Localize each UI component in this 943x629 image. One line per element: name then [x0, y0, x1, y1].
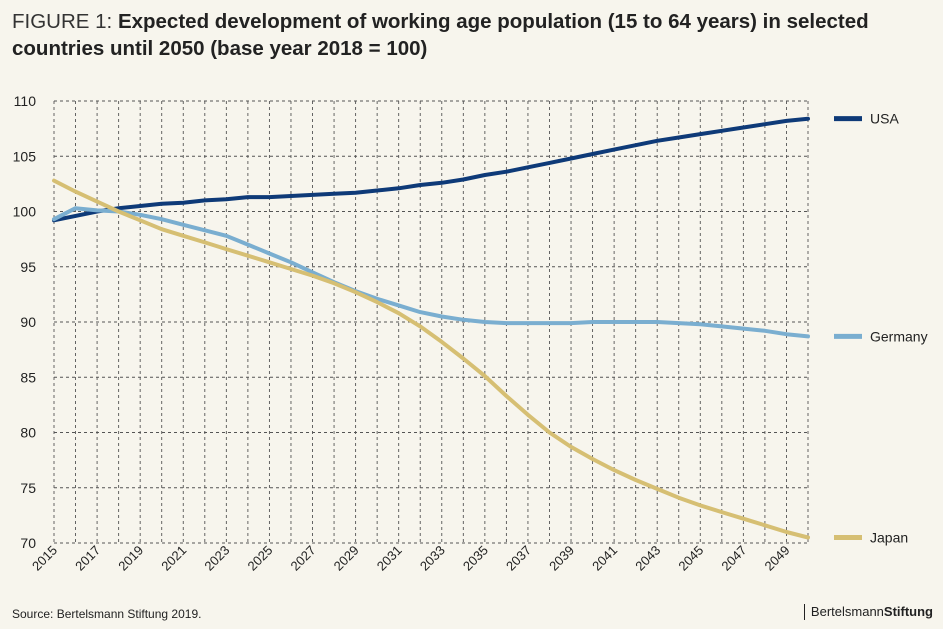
logo-text-regular: Bertelsmann	[810, 604, 884, 619]
source-note: Source: Bertelsmann Stiftung 2019.	[12, 607, 202, 621]
y-tick-label: 80	[20, 425, 36, 441]
x-tick-label: 2035	[460, 543, 491, 574]
x-tick-label: 2033	[417, 543, 448, 574]
x-tick-label: 2031	[374, 543, 405, 574]
y-tick-label: 95	[20, 259, 36, 275]
chart-title: FIGURE 1: Expected development of workin…	[12, 8, 912, 62]
x-tick-label: 2037	[503, 543, 534, 574]
legend-label-germany: Germany	[870, 328, 928, 344]
x-tick-label: 2041	[589, 543, 620, 574]
series-line-germany	[52, 206, 810, 339]
series-line-usa	[52, 116, 810, 223]
y-tick-label: 105	[13, 148, 37, 164]
y-tick-label: 75	[20, 480, 36, 496]
x-tick-label: 2019	[115, 543, 146, 574]
publisher-logo: BertelsmannStiftung	[803, 604, 933, 620]
x-tick-label: 2029	[331, 543, 362, 574]
x-tick-label: 2047	[718, 543, 749, 574]
x-tick-label: 2039	[546, 543, 577, 574]
logo-text-bold: Stiftung	[883, 604, 933, 619]
x-tick-label: 2045	[675, 543, 706, 574]
legend: USA Germany Japan	[834, 111, 928, 545]
x-tick-label: 2017	[72, 543, 103, 574]
y-tick-label: 110	[14, 93, 37, 109]
x-tick-label: 2021	[158, 543, 189, 574]
x-tick-label: 2049	[762, 543, 793, 574]
figure-title: Expected development of working age popu…	[12, 10, 869, 60]
y-tick-label: 90	[20, 314, 36, 330]
legend-label-japan: Japan	[870, 529, 908, 545]
figure-label: FIGURE 1:	[12, 10, 118, 33]
series-line-japan	[52, 178, 810, 540]
x-tick-label: 2025	[244, 543, 275, 574]
y-tick-label: 70	[20, 535, 36, 551]
y-tick-label: 100	[13, 204, 37, 220]
x-tick-label: 2027	[288, 543, 319, 574]
x-tick-label: 2043	[632, 543, 663, 574]
x-tick-label: 2023	[201, 543, 232, 574]
y-tick-label: 85	[20, 369, 36, 385]
series-layer	[52, 116, 810, 540]
legend-label-usa: USA	[870, 111, 899, 127]
